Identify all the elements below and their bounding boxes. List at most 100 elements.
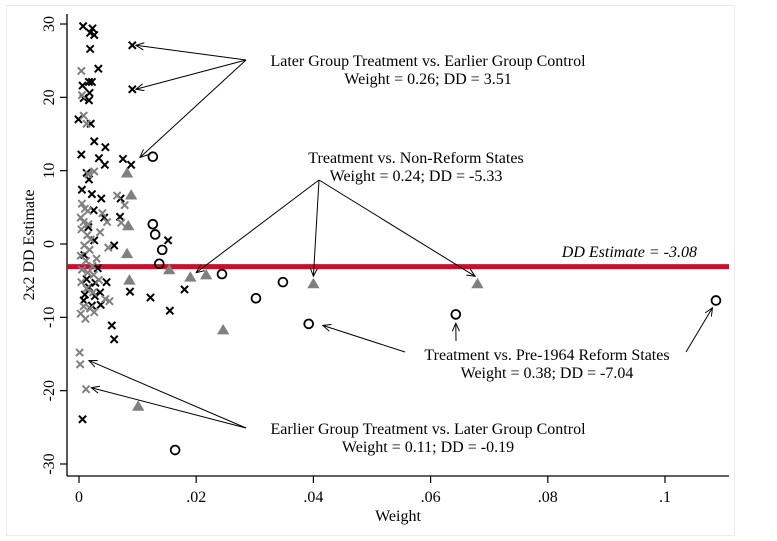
circle-marker-point bbox=[710, 295, 722, 306]
x-marker-point bbox=[93, 263, 103, 273]
x-marker-point bbox=[94, 64, 103, 74]
x-tick-label: .02 bbox=[186, 489, 206, 506]
triangle-marker-point bbox=[163, 263, 176, 275]
circle-marker-point bbox=[147, 151, 159, 163]
y-tick-label: -20 bbox=[41, 380, 58, 401]
annotations: Later Group Treatment vs. Earlier Group … bbox=[270, 53, 669, 456]
x-marker-point bbox=[98, 208, 107, 218]
circle-marker-point bbox=[277, 276, 289, 288]
annotation-nonreform-title: Treatment vs. Non-Reform States bbox=[308, 150, 523, 167]
annotation-earlier-treat-stats: Weight = 0.11; DD = -0.19 bbox=[342, 439, 514, 456]
y-tick-label: -10 bbox=[41, 307, 58, 328]
annotation-arrow bbox=[313, 179, 320, 276]
circle-marker-point bbox=[156, 244, 168, 256]
x-marker-point bbox=[87, 189, 97, 199]
annotation-arrow bbox=[318, 179, 475, 276]
y-tick-label: 30 bbox=[41, 16, 58, 32]
x-marker-point bbox=[101, 142, 110, 152]
x-marker-point bbox=[87, 77, 97, 87]
annotation-arrow bbox=[136, 45, 247, 61]
x-marker-point bbox=[112, 191, 122, 200]
x-marker-point bbox=[77, 199, 87, 208]
axes bbox=[66, 14, 729, 477]
dd-estimate-label: DD Estimate = -3.08 bbox=[561, 244, 697, 261]
circle-marker-point bbox=[250, 292, 262, 304]
annotation-arrow bbox=[91, 388, 247, 429]
x-marker-point bbox=[128, 84, 137, 94]
triangle-marker-point bbox=[124, 189, 138, 200]
x-axis-title: Weight bbox=[375, 508, 421, 525]
annotation-arrow bbox=[140, 59, 247, 157]
circle-marker-point bbox=[149, 229, 161, 240]
x-marker-point bbox=[76, 213, 86, 222]
circle-marker-point bbox=[169, 444, 181, 456]
data-points bbox=[74, 21, 722, 456]
x-tick-label: 0 bbox=[75, 489, 83, 506]
x-marker-point bbox=[83, 206, 93, 216]
x-marker-point bbox=[83, 268, 93, 277]
series-2 bbox=[75, 66, 130, 394]
x-marker-point bbox=[95, 227, 105, 237]
x-marker-point bbox=[125, 287, 135, 296]
x-tick-label: .08 bbox=[538, 489, 558, 506]
x-marker-point bbox=[79, 111, 88, 120]
annotation-later-treat-title: Later Group Treatment vs. Earlier Group … bbox=[270, 53, 586, 70]
x-marker-point bbox=[81, 314, 90, 324]
x-marker-point bbox=[84, 219, 93, 229]
x-marker-point bbox=[86, 235, 96, 244]
x-marker-point bbox=[75, 348, 84, 357]
x-marker-point bbox=[77, 185, 87, 195]
x-marker-point bbox=[78, 414, 87, 424]
x-marker-point bbox=[79, 302, 88, 311]
x-marker-point bbox=[118, 154, 128, 164]
x-marker-point bbox=[103, 243, 113, 252]
x-tick-label: .06 bbox=[421, 489, 441, 506]
x-marker-point bbox=[101, 294, 110, 304]
y-tick-label: 20 bbox=[41, 89, 58, 105]
x-marker-point bbox=[102, 217, 112, 227]
x-marker-point bbox=[89, 167, 99, 176]
annotation-nonreform-stats: Weight = 0.24; DD = -5.33 bbox=[330, 168, 503, 185]
x-marker-point bbox=[128, 40, 137, 50]
x-marker-point bbox=[78, 21, 88, 31]
x-marker-point bbox=[94, 275, 104, 285]
circle-marker-point bbox=[450, 309, 462, 320]
x-marker-point bbox=[89, 30, 99, 40]
series-4 bbox=[147, 151, 722, 456]
triangle-marker-point bbox=[120, 167, 134, 178]
annotation-arrow bbox=[89, 361, 247, 429]
y-tick-label: 0 bbox=[41, 240, 58, 248]
x-marker-point bbox=[89, 307, 99, 317]
x-marker-point bbox=[96, 194, 106, 203]
triangle-marker-point bbox=[184, 271, 197, 282]
y-tick-label: -30 bbox=[41, 453, 58, 474]
x-marker-point bbox=[92, 254, 101, 263]
x-marker-point bbox=[84, 95, 94, 105]
x-tick-label: .1 bbox=[659, 489, 671, 506]
triangle-marker-point bbox=[307, 277, 320, 289]
x-tick-label: .04 bbox=[303, 489, 323, 506]
x-marker-point bbox=[78, 81, 87, 90]
annotation-earlier-treat-title: Earlier Group Treatment vs. Later Group … bbox=[270, 421, 586, 438]
annotation-pre1964-title: Treatment vs. Pre-1964 Reform States bbox=[424, 347, 669, 364]
x-marker-point bbox=[84, 77, 94, 87]
x-marker-point bbox=[109, 335, 119, 344]
x-marker-point bbox=[116, 218, 126, 228]
figure-frame bbox=[6, 5, 735, 536]
x-marker-point bbox=[102, 277, 111, 287]
triangle-marker-point bbox=[471, 277, 484, 289]
x-marker-point bbox=[79, 217, 88, 227]
annotation-arrow bbox=[196, 179, 320, 273]
x-marker-point bbox=[82, 284, 91, 294]
y-axis-title: 2x2 DD Estimate bbox=[21, 189, 38, 300]
triangle-marker-point bbox=[199, 269, 213, 280]
x-marker-point bbox=[180, 285, 189, 294]
x-marker-point bbox=[146, 293, 155, 302]
y-tick-label: 10 bbox=[41, 163, 58, 179]
annotation-pre1964-stats: Weight = 0.38; DD = -7.04 bbox=[461, 365, 634, 382]
x-marker-point bbox=[74, 115, 83, 124]
x-marker-point bbox=[105, 296, 114, 306]
x-marker-point bbox=[94, 153, 104, 163]
triangle-marker-point bbox=[123, 274, 136, 285]
